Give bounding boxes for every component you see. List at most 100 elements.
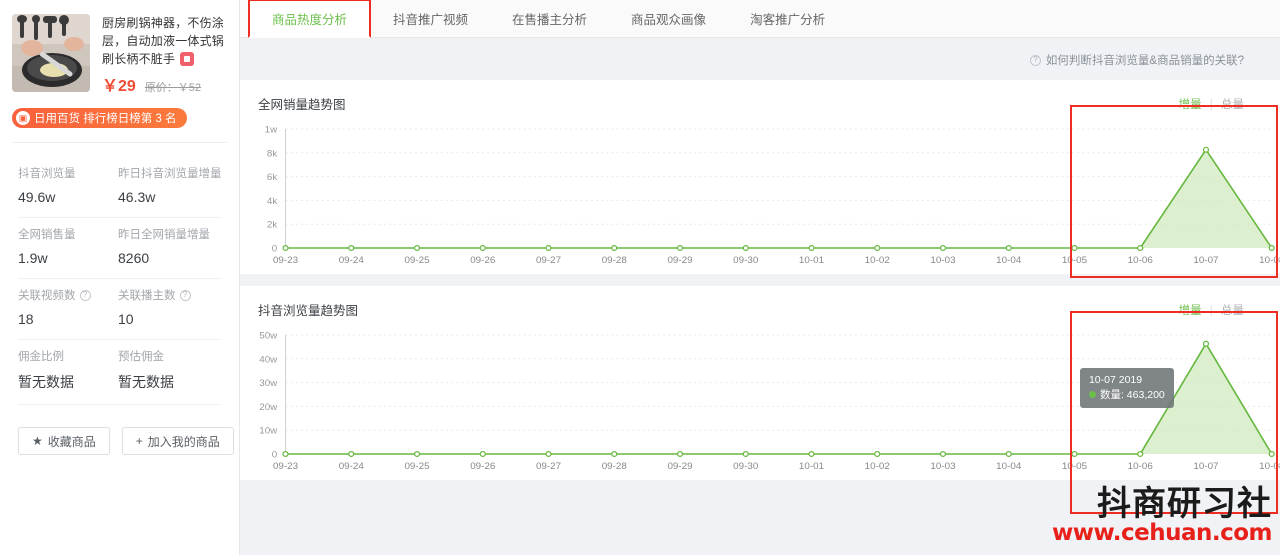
watermark-brand: 抖商研习社 (1097, 484, 1272, 524)
how-to-judge-help-link[interactable]: ? 如何判断抖音浏览量&商品销量的关联? (1029, 52, 1244, 68)
svg-text:09-28: 09-28 (602, 255, 627, 266)
svg-text:30w: 30w (259, 378, 277, 389)
toggle-total[interactable]: 总量 (1221, 98, 1244, 111)
stat-estimated-commission: 预估佣金 暂无数据 (118, 340, 218, 404)
series-color-dot (1088, 390, 1096, 398)
stat-label: 关联播主数 (118, 290, 176, 302)
sales-trend-chart[interactable]: 0 2k 4k 6k 8k 1w 09-23 09-24 09-25 09-26 09-27 09-2… (240, 119, 1280, 274)
toggle-increment[interactable]: 增量 (1178, 304, 1202, 317)
tab-label: 抖音推广视频 (393, 13, 469, 27)
bag-icon: ▣ (16, 111, 30, 125)
views-trend-panel: 抖音浏览量趋势图 增量 | 总量 0 10w 20w 30w 40w 50w 09-23 09… (240, 286, 1280, 480)
svg-text:10-02: 10-02 (865, 255, 890, 266)
tab-taoke-promo-analysis[interactable]: 淘客推广分析 (728, 0, 847, 37)
stat-douyin-views: 抖音浏览量 49.6w (18, 157, 118, 217)
product-title[interactable]: 厨房刷锅神器，不伤涂层，自动加液一体式锅刷长柄不脏手 (102, 14, 227, 68)
svg-text:10-04: 10-04 (996, 255, 1022, 266)
svg-text:10-06: 10-06 (1128, 461, 1153, 472)
question-icon[interactable]: ? (79, 289, 91, 301)
tab-active-host-analysis[interactable]: 在售播主分析 (490, 0, 609, 37)
tabbar: 商品热度分析 抖音推广视频 在售播主分析 商品观众画像 淘客推广分析 (240, 0, 1280, 38)
plus-icon: + (135, 434, 143, 448)
chart-tooltip: 10-07 2019 数量: 463,200 (1079, 367, 1174, 408)
toggle-total[interactable]: 总量 (1221, 304, 1244, 317)
stat-value: 49.6w (18, 189, 56, 205)
stat-row: 抖音浏览量 49.6w 昨日抖音浏览量增量 46.3w (0, 157, 239, 217)
stat-value: 18 (18, 311, 34, 327)
product-title-text: 厨房刷锅神器，不伤涂层，自动加液一体式锅刷长柄不脏手 (102, 16, 225, 66)
divider (18, 404, 221, 405)
main-content: 商品热度分析 抖音推广视频 在售播主分析 商品观众画像 淘客推广分析 ? 如何判… (240, 0, 1280, 555)
svg-text:09-24: 09-24 (339, 255, 365, 266)
watermark: 抖商研习社 www.cehuan.com (1052, 484, 1273, 545)
product-price: ￥29 (102, 78, 136, 95)
svg-text:8k: 8k (267, 148, 278, 159)
svg-text:09-23: 09-23 (273, 461, 298, 472)
stat-value: 暂无数据 (18, 374, 74, 390)
svg-text:1w: 1w (265, 125, 278, 136)
metric-toggle-views: 增量 | 总量 (1179, 302, 1244, 318)
question-icon[interactable]: ? (179, 289, 191, 301)
panel-header: 全网销量趋势图 增量 | 总量 (240, 94, 1280, 113)
svg-text:10-01: 10-01 (799, 461, 824, 472)
stat-total-sales: 全网销售量 1.9w (18, 218, 118, 278)
toggle-separator: | (1209, 98, 1213, 111)
star-icon: ★ (32, 434, 43, 448)
stat-commission-rate: 佣金比例 暂无数据 (18, 340, 118, 404)
stat-value: 10 (118, 311, 134, 327)
question-icon: ? (1029, 54, 1041, 66)
tab-label: 淘客推广分析 (750, 13, 826, 27)
toggle-separator: | (1209, 304, 1213, 317)
product-thumbnail[interactable] (12, 14, 90, 92)
svg-text:10-05: 10-05 (1062, 255, 1087, 266)
product-sidebar: 厨房刷锅神器，不伤涂层，自动加液一体式锅刷长柄不脏手 ￥29 原价：￥52 ▣ … (0, 0, 240, 555)
stat-row: 佣金比例 暂无数据 预估佣金 暂无数据 (0, 340, 239, 404)
tab-douyin-promo-videos[interactable]: 抖音推广视频 (371, 0, 490, 37)
svg-text:10-03: 10-03 (930, 255, 955, 266)
stat-label: 昨日抖音浏览量增量 (118, 168, 222, 180)
tab-audience-profile[interactable]: 商品观众画像 (609, 0, 728, 37)
stat-value: 8260 (118, 250, 150, 266)
stat-row: 关联视频数? 18 关联播主数? 10 (0, 279, 239, 339)
stat-label: 昨日全网销量增量 (118, 229, 210, 241)
product-card: 厨房刷锅神器，不伤涂层，自动加液一体式锅刷长柄不脏手 ￥29 原价：￥52 ▣ … (0, 0, 239, 143)
svg-text:10-03: 10-03 (930, 461, 955, 472)
svg-text:10-04: 10-04 (996, 461, 1022, 472)
divider (18, 217, 221, 218)
stat-row: 全网销售量 1.9w 昨日全网销量增量 8260 (0, 218, 239, 278)
svg-text:0: 0 (272, 244, 277, 255)
divider (18, 339, 221, 340)
help-link-label: 如何判断抖音浏览量&商品销量的关联? (1045, 55, 1244, 67)
stat-value: 46.3w (118, 189, 156, 205)
tooltip-series-label: 数量: 463,200 (1099, 388, 1165, 401)
svg-text:10-07: 10-07 (1193, 461, 1218, 472)
svg-text:10-05: 10-05 (1062, 461, 1087, 472)
sidebar-actions: ★ 收藏商品 + 加入我的商品 (0, 405, 239, 455)
svg-text:09-29: 09-29 (667, 255, 692, 266)
stat-value: 暂无数据 (118, 374, 174, 390)
divider (18, 278, 221, 279)
svg-text:4k: 4k (267, 196, 278, 207)
chart-title-views: 抖音浏览量趋势图 (258, 304, 359, 318)
divider (12, 142, 227, 143)
stat-label: 抖音浏览量 (18, 168, 76, 180)
favorite-product-button[interactable]: ★ 收藏商品 (18, 427, 110, 455)
svg-text:40w: 40w (259, 354, 277, 365)
add-to-my-products-button[interactable]: + 加入我的商品 (121, 427, 234, 455)
views-trend-chart[interactable]: 0 10w 20w 30w 40w 50w 09-23 09-24 09-25 09-26 09-2… (240, 325, 1280, 480)
svg-text:09-26: 09-26 (470, 461, 495, 472)
taobao-badge-icon (180, 52, 195, 66)
stat-douyin-views-delta: 昨日抖音浏览量增量 46.3w (118, 157, 222, 217)
tab-product-heat-analysis[interactable]: 商品热度分析 (248, 0, 372, 38)
svg-text:09-24: 09-24 (339, 461, 365, 472)
product-stats: 抖音浏览量 49.6w 昨日抖音浏览量增量 46.3w 全网销售量 1.9w 昨… (0, 143, 239, 461)
svg-text:10-08: 10-08 (1259, 255, 1280, 266)
stat-label: 佣金比例 (18, 351, 64, 363)
svg-text:10-02: 10-02 (865, 461, 890, 472)
svg-text:09-25: 09-25 (404, 255, 429, 266)
stat-related-hosts: 关联播主数? 10 (118, 279, 218, 339)
svg-text:09-30: 09-30 (733, 255, 758, 266)
svg-text:09-28: 09-28 (602, 461, 627, 472)
toggle-increment[interactable]: 增量 (1178, 98, 1202, 111)
